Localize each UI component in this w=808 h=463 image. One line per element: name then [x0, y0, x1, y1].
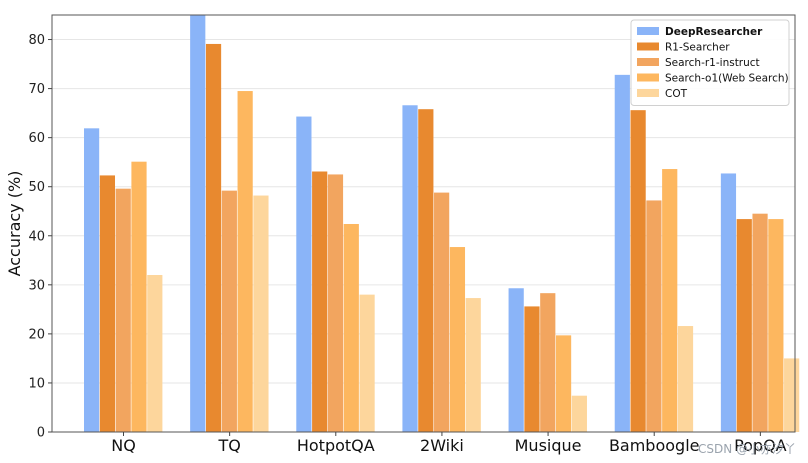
bar-cot-2wiki: [465, 298, 481, 432]
y-tick-label: 60: [28, 131, 45, 146]
bar-cot-bamboogle: [677, 326, 694, 432]
y-tick-label: 10: [28, 376, 45, 391]
bar-search-o1-web-search--nq: [131, 161, 147, 432]
legend-label: R1-Searcher: [665, 42, 730, 54]
y-tick-label: 0: [37, 426, 45, 441]
legend-box: [630, 19, 790, 106]
legend-label: DeepResearcher: [665, 26, 763, 38]
y-tick-label: 20: [28, 327, 45, 342]
bar-search-o1-web-search--popqa: [768, 219, 784, 432]
bar-search-r1-instruct-musique: [540, 293, 556, 432]
y-tick-label: 30: [28, 278, 45, 293]
bar-deepresearcher-bamboogle: [614, 74, 630, 432]
legend-swatch: [637, 73, 659, 82]
bar-cot-nq: [147, 275, 163, 432]
bar-cot-hotpotqa: [359, 294, 375, 432]
legend: DeepResearcher R1-Searcher Search-r1-instr…: [630, 19, 790, 106]
bar-cot-tq: [253, 195, 269, 432]
bar-r1-searcher-popqa: [736, 219, 752, 432]
bar-r1-searcher-2wiki: [418, 109, 434, 433]
x-category-label: Bamboogle: [609, 436, 700, 455]
y-tick-label: 70: [28, 82, 45, 97]
bar-deepresearcher-hotpotqa: [296, 116, 312, 433]
legend-swatch: [637, 42, 659, 51]
bar-search-r1-instruct-popqa: [752, 213, 768, 432]
bar-search-o1-web-search--2wiki: [449, 247, 466, 432]
legend-swatch: [637, 89, 659, 97]
legend-label: Search-r1-instruct: [665, 57, 760, 69]
bar-deepresearcher-tq: [190, 15, 206, 432]
y-ticks: 0 10 20 30 40 50 60 70 80: [28, 33, 52, 441]
x-category-label: PopQA: [734, 436, 787, 455]
x-category-label: Musique: [515, 436, 582, 455]
plot-frame: [51, 14, 796, 433]
y-tick-label: 50: [28, 180, 45, 195]
bar-search-r1-instruct-2wiki: [434, 192, 450, 432]
bar-r1-searcher-tq: [205, 43, 222, 433]
x-category-label: TQ: [217, 436, 240, 455]
bar-search-o1-web-search--hotpotqa: [343, 223, 359, 432]
bar-deepresearcher-popqa: [720, 173, 737, 432]
y-axis-title: Accuracy (%): [5, 171, 24, 277]
watermark: CSDN @小亦汐丫: [697, 442, 796, 456]
bar-search-o1-web-search--bamboogle: [662, 169, 678, 432]
bar-r1-searcher-musique: [524, 306, 540, 432]
x-category-label: 2Wiki: [420, 436, 464, 455]
legend-label: Search-o1(Web Search): [665, 73, 789, 85]
bar-search-o1-web-search--tq: [237, 91, 253, 433]
bar-cot-popqa: [784, 358, 800, 432]
bar-search-r1-instruct-tq: [221, 190, 237, 432]
bar-search-o1-web-search--musique: [555, 335, 572, 432]
bar-search-r1-instruct-hotpotqa: [327, 174, 344, 433]
bar-r1-searcher-nq: [99, 175, 115, 432]
bar-r1-searcher-bamboogle: [630, 110, 646, 432]
bar-search-r1-instruct-nq: [115, 188, 131, 432]
x-category-label: NQ: [111, 436, 136, 455]
legend-swatch: [637, 58, 659, 66]
x-category-labels: NQ TQ HotpotQA 2Wiki Musique Bamboogle PopQA: [111, 432, 787, 455]
bar-cot-musique: [571, 395, 587, 432]
x-category-label: HotpotQA: [297, 436, 375, 455]
bars: [84, 15, 800, 433]
bar-deepresearcher-2wiki: [402, 105, 418, 432]
bar-deepresearcher-nq: [84, 128, 100, 433]
legend-swatch: [637, 27, 659, 35]
bar-search-r1-instruct-bamboogle: [646, 200, 662, 432]
bar-r1-searcher-hotpotqa: [312, 171, 328, 432]
legend-label: COT: [665, 88, 688, 100]
y-tick-label: 40: [28, 229, 45, 244]
y-tick-label: 80: [28, 33, 45, 48]
bar-deepresearcher-musique: [508, 288, 524, 432]
